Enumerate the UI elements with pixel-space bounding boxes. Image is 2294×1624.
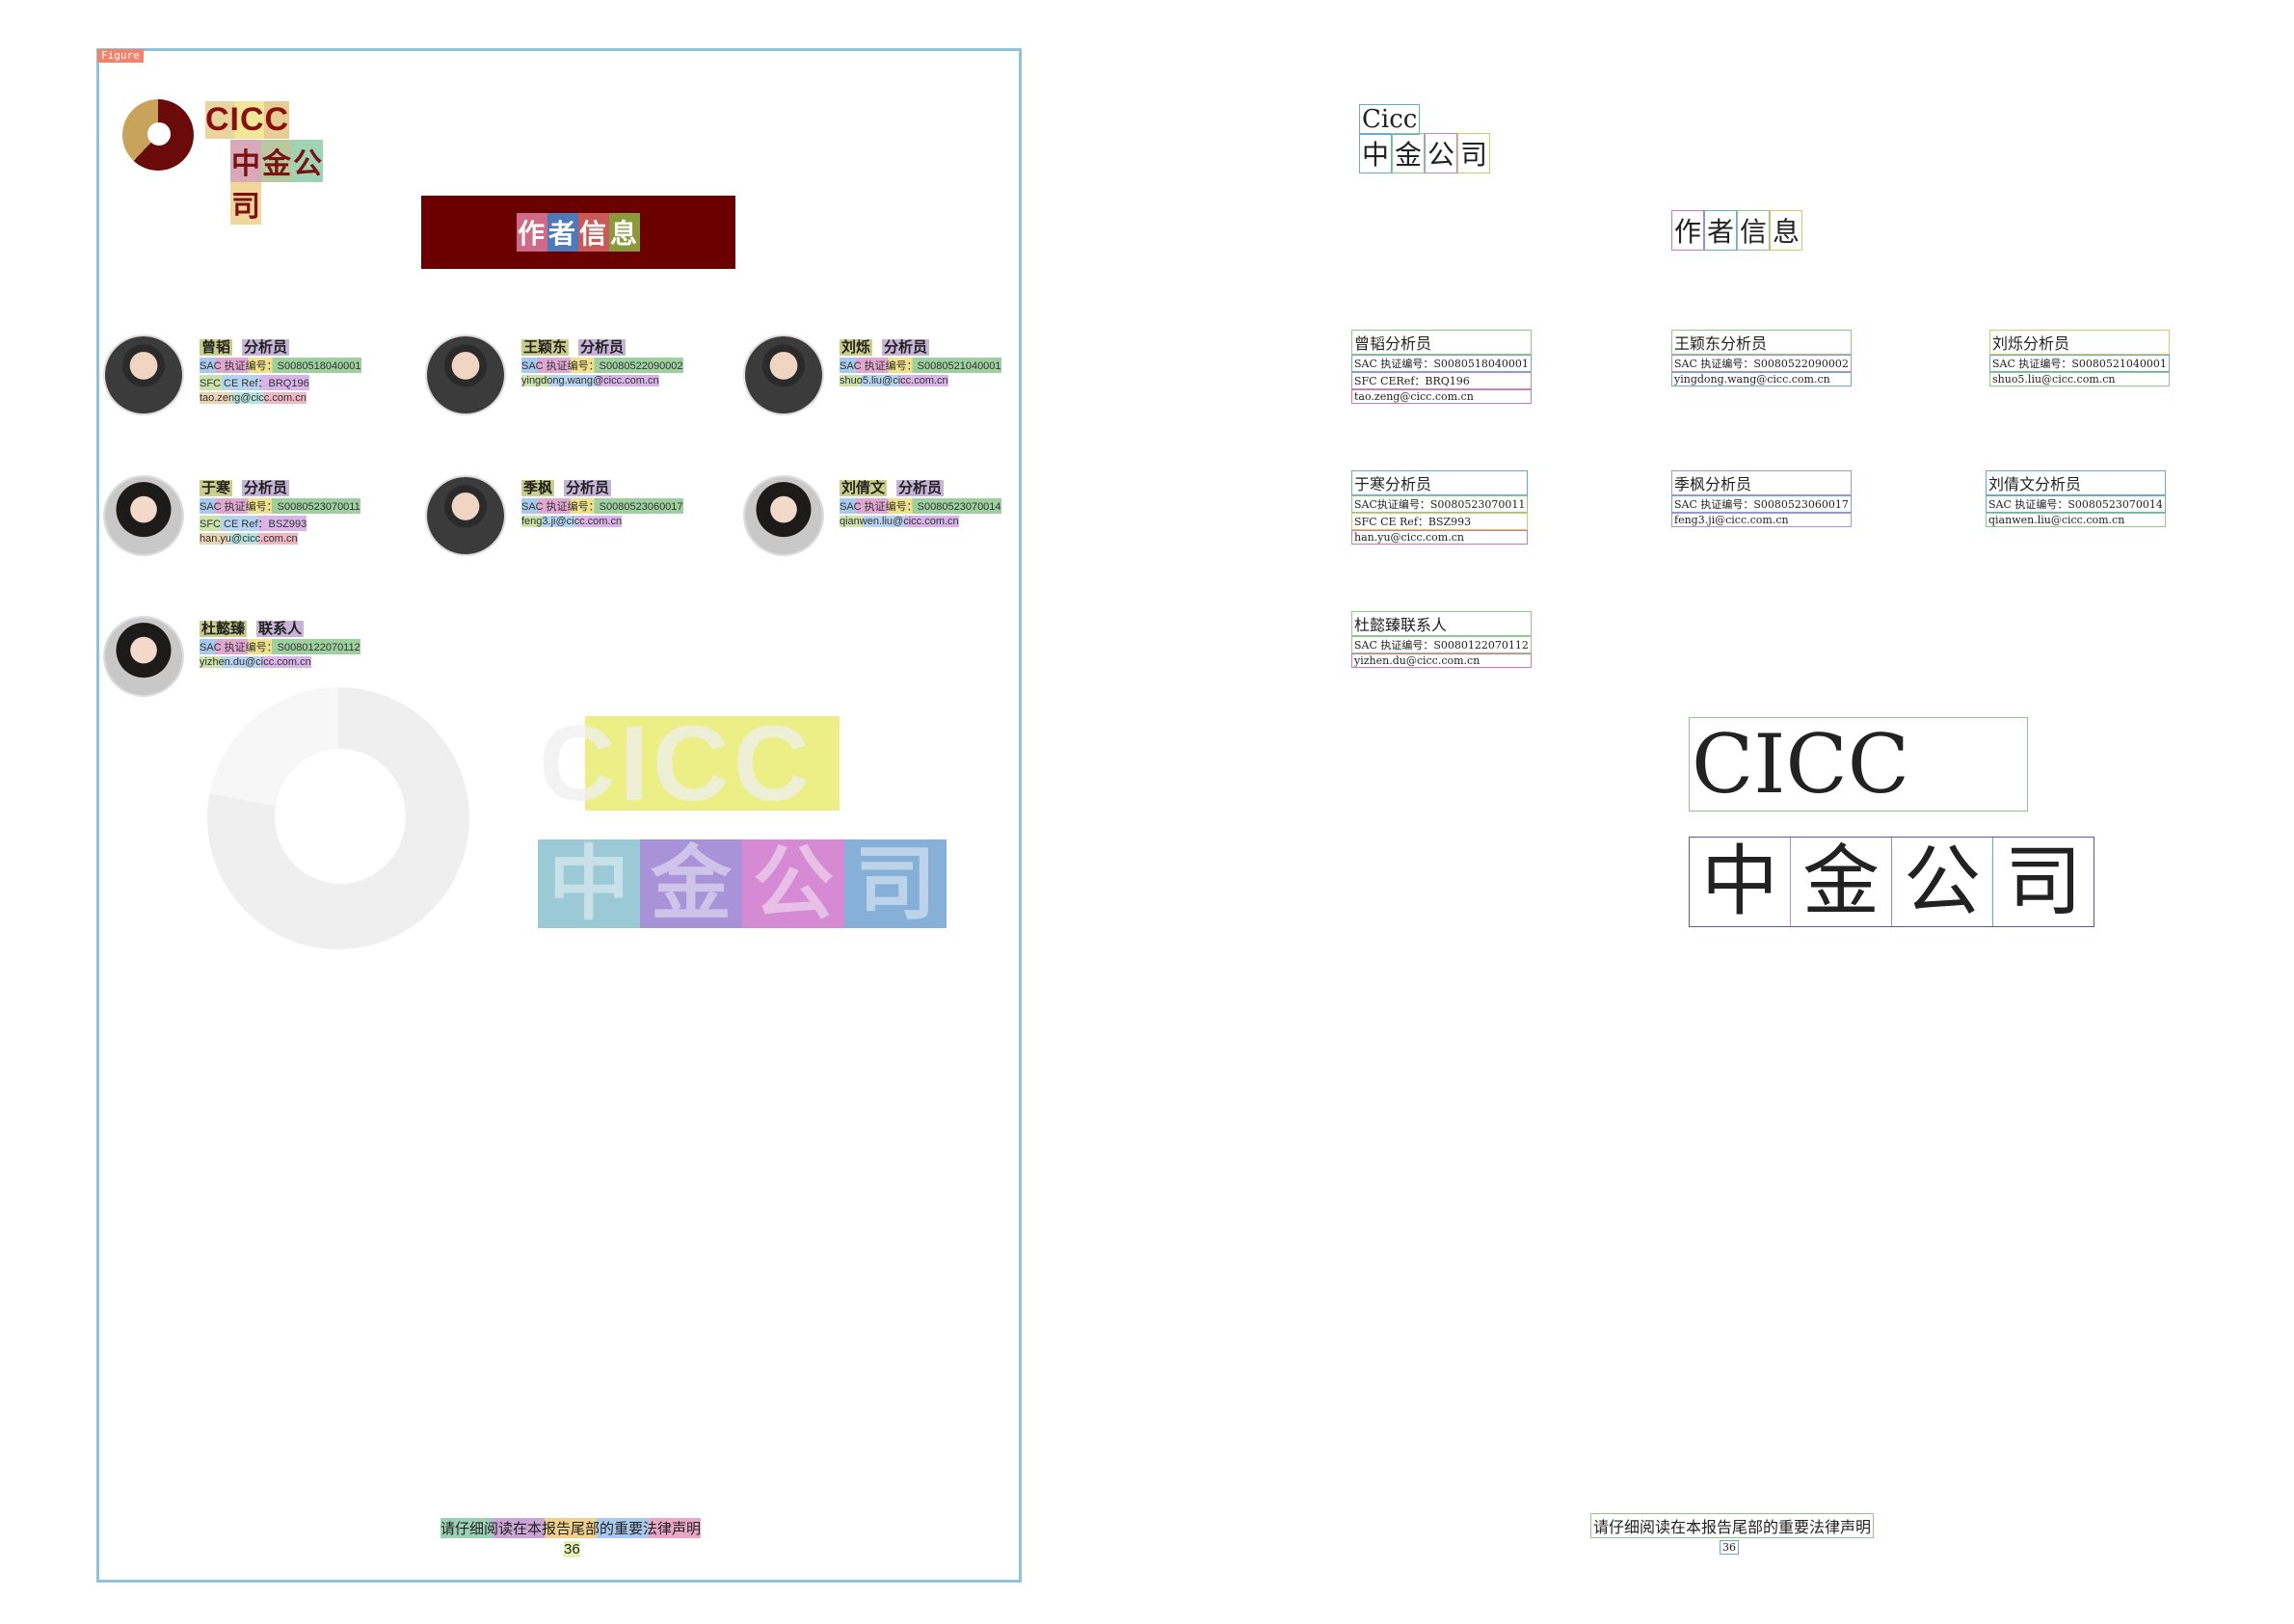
cicc-logo-icon (122, 99, 194, 171)
person-role: 分析员 (242, 339, 290, 356)
person-card: 王颖东 分析员 SAC 执证编号：S0080522090002 yingdong.… (427, 336, 735, 419)
ocr-page: Cicc 中金公司 作者信息 曾韬分析员 SAC 执证编号：S008051804… (1253, 48, 2275, 1583)
avatar (105, 336, 182, 413)
avatar (105, 477, 182, 554)
avatar (105, 618, 182, 695)
person-name: 刘烁 (840, 339, 873, 356)
person-role: 分析员 (564, 480, 612, 496)
person-card: 于寒 分析员 SAC 执证编号：S0080523070011 SFC CE Ref… (105, 477, 413, 560)
email: qianwen.liu@cicc.com.cn (840, 516, 959, 527)
avatar (427, 336, 504, 413)
ocr-person: 季枫分析员 SAC 执证编号：S0080523060017 feng3.ji@c… (1671, 470, 1852, 527)
annotated-page: Figure CICC 中金公司 作者信息 曾韬 分析员 SAC 执证编号：S00… (96, 48, 1022, 1583)
page-number: 36 (564, 1541, 580, 1557)
sac-number: SAC 执证编号：S0080523070011 (200, 498, 360, 514)
sac-number: SAC 执证编号：S0080521040001 (840, 358, 1001, 373)
avatar (745, 477, 822, 554)
sfc-ref: SFC CE Ref：BSZ993 (200, 516, 307, 531)
person-role: 分析员 (896, 480, 945, 496)
sfc-ref: SFC CE Ref：BRQ196 (200, 375, 309, 390)
sac-number: SAC 执证编号：S0080522090002 (521, 358, 683, 373)
email: yizhen.du@cicc.com.cn (200, 656, 311, 668)
person-card: 刘烁 分析员 SAC 执证编号：S0080521040001 shuo5.liu@… (745, 336, 1054, 419)
avatar (427, 477, 504, 554)
person-name: 王颖东 (521, 339, 570, 356)
watermark-name-en: CICC (539, 705, 814, 823)
ocr-logo-en: Cicc (1359, 104, 1421, 135)
ocr-person: 刘倩文分析员 SAC 执证编号：S0080523070014 qianwen.l… (1986, 470, 2166, 527)
person-card: 刘倩文 分析员 SAC 执证编号：S0080523070014 qianwen.l… (745, 477, 1054, 560)
ocr-person: 王颖东分析员 SAC 执证编号：S0080522090002 yingdong.… (1671, 330, 1852, 386)
sac-number: SAC 执证编号：S0080518040001 (200, 358, 361, 373)
person-role: 分析员 (578, 339, 627, 356)
email: shuo5.liu@cicc.com.cn (840, 375, 948, 386)
person-role: 分析员 (882, 339, 930, 356)
sac-number: SAC 执证编号：S0080523070014 (840, 498, 1001, 514)
person-card: 季枫 分析员 SAC 执证编号：S0080523060017 feng3.ji@c… (427, 477, 735, 560)
sac-number: SAC 执证编号：S0080122070112 (200, 639, 360, 654)
author-info-banner: 作者信息 (421, 196, 735, 269)
watermark-name-cn: 中金公司 (538, 839, 947, 928)
ocr-watermark-cn: 中 金 公 司 (1689, 837, 2094, 927)
ocr-page-number: 36 (1720, 1540, 1739, 1555)
cicc-logo: CICC 中金公司 (122, 99, 344, 225)
email: feng3.ji@cicc.com.cn (521, 516, 623, 527)
person-name: 杜懿臻 (200, 621, 248, 637)
author-info-title: 作者信息 (516, 213, 641, 252)
figure-label: Figure (97, 49, 144, 63)
ocr-watermark-en: CICC (1689, 717, 2028, 812)
email: han.yu@cicc.com.cn (200, 533, 298, 545)
person-name: 曾韬 (200, 339, 233, 356)
person-card: 杜懿臻 联系人 SAC 执证编号：S0080122070112 yizhen.du… (105, 618, 413, 701)
person-name: 刘倩文 (840, 480, 888, 496)
person-role: 联系人 (256, 621, 305, 637)
email: yingdong.wang@cicc.com.cn (521, 375, 659, 386)
ocr-person: 刘烁分析员 SAC 执证编号：S0080521040001 shuo5.liu@… (1989, 330, 2170, 386)
logo-name-en: CICC (205, 101, 290, 139)
person-name: 于寒 (200, 480, 233, 496)
ocr-person: 于寒分析员 SAC执证编号：S0080523070011 SFC CE Ref：… (1351, 470, 1529, 545)
person-role: 分析员 (242, 480, 290, 496)
ocr-footer-notice: 请仔细阅读在本报告尾部的重要法律声明 (1590, 1513, 1875, 1538)
email: tao.zeng@cicc.com.cn (200, 392, 307, 404)
sac-number: SAC 执证编号：S0080523060017 (521, 498, 683, 514)
person-card: 曾韬 分析员 SAC 执证编号：S0080518040001 SFC CE Ref… (105, 336, 413, 419)
ocr-person: 曾韬分析员 SAC 执证编号：S0080518040001 SFC CERef：… (1351, 330, 1532, 404)
footer-notice: 请仔细阅读在本报告尾部的重要法律声明 (440, 1518, 702, 1538)
person-name: 季枫 (521, 480, 555, 496)
ocr-logo-cn: 中金公司 (1359, 133, 1491, 173)
ocr-person: 杜懿臻联系人 SAC 执证编号：S0080122070112 yizhen.du… (1351, 611, 1532, 668)
ocr-banner: 作者信息 (1671, 210, 1803, 251)
watermark-logo-icon (207, 687, 469, 949)
logo-name-cn: 中金公司 (230, 140, 344, 225)
watermark-en-highlight (585, 716, 840, 811)
avatar (745, 336, 822, 413)
